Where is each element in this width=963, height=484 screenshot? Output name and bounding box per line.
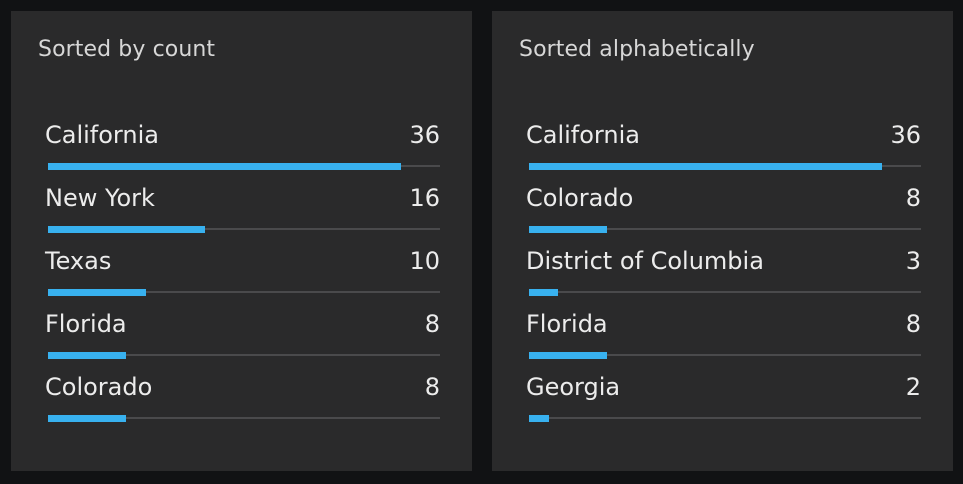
value-label: 2 (905, 373, 921, 401)
bar-track (48, 352, 440, 359)
value-label: 8 (424, 373, 440, 401)
bar-row: Florida 8 (45, 308, 440, 371)
bar-track (48, 415, 440, 422)
category-label: Florida (45, 310, 127, 338)
value-label: 16 (409, 184, 440, 212)
value-label: 36 (890, 121, 921, 149)
category-label: California (526, 121, 640, 149)
value-label: 8 (424, 310, 440, 338)
bar (529, 163, 882, 170)
category-label: Texas (45, 247, 112, 275)
category-label: Colorado (45, 373, 153, 401)
chart-panel-by-count: Sorted by count California 36 New York 16 Te… (11, 11, 472, 471)
bar-row: Texas 10 (45, 245, 440, 308)
bar-track (48, 289, 440, 296)
bar-row: Georgia 2 (526, 371, 921, 434)
category-label: Georgia (526, 373, 621, 401)
panel-title: Sorted alphabetically (519, 37, 755, 62)
chart-panel-alphabetical: Sorted alphabetically California 36 Colora… (492, 11, 953, 471)
value-label: 10 (409, 247, 440, 275)
bar-row: Colorado 8 (526, 182, 921, 245)
bar (48, 226, 205, 233)
bar-track (529, 415, 921, 422)
value-label: 8 (905, 184, 921, 212)
bar (529, 415, 549, 422)
bar-row: District of Columbia 3 (526, 245, 921, 308)
bar (48, 289, 146, 296)
bar (529, 226, 607, 233)
bar-list: California 36 Colorado 8 District of Columbi… (526, 119, 921, 434)
value-label: 8 (905, 310, 921, 338)
bar (48, 352, 126, 359)
bar-row: Colorado 8 (45, 371, 440, 434)
panel-title: Sorted by count (38, 37, 216, 62)
category-label: New York (45, 184, 155, 212)
bar (48, 415, 126, 422)
bar-track (529, 352, 921, 359)
bar-track (529, 289, 921, 296)
bar-track (48, 163, 440, 170)
bar-row: California 36 (45, 119, 440, 182)
category-label: Florida (526, 310, 608, 338)
value-label: 36 (409, 121, 440, 149)
bar-track (529, 163, 921, 170)
category-label: Colorado (526, 184, 634, 212)
bar-list: California 36 New York 16 Texas 10 Florida 8 Col… (45, 119, 440, 434)
category-label: District of Columbia (526, 247, 764, 275)
bar-track (529, 226, 921, 233)
bar-row: New York 16 (45, 182, 440, 245)
value-label: 3 (905, 247, 921, 275)
bar (529, 352, 607, 359)
bar (48, 163, 401, 170)
bar-track (48, 226, 440, 233)
category-label: California (45, 121, 159, 149)
bar-row: Florida 8 (526, 308, 921, 371)
bar (529, 289, 558, 296)
bar-row: California 36 (526, 119, 921, 182)
